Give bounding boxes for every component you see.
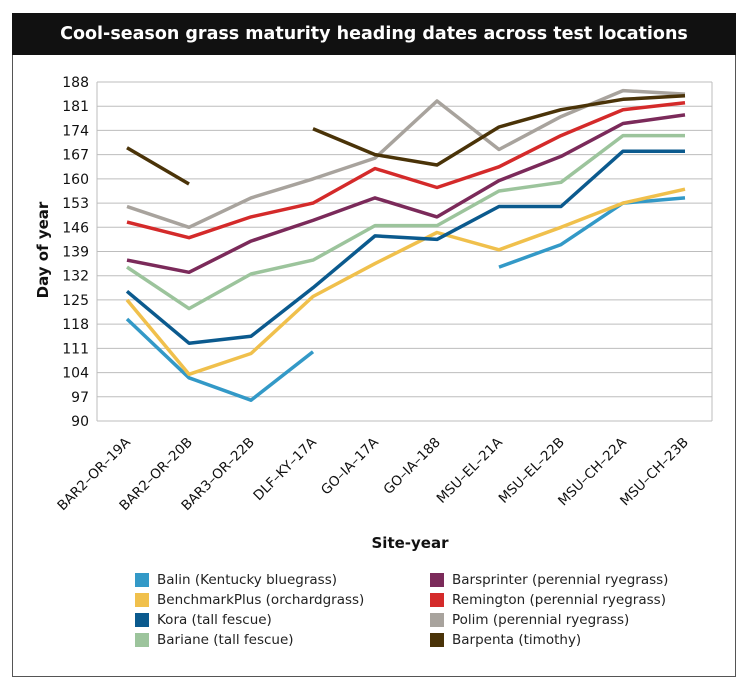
- series-line: [126, 146, 190, 186]
- series-line: [126, 101, 686, 240]
- legend-item: Balin (Kentucky bluegrass): [135, 572, 337, 588]
- legend-label: Barsprinter (perennial ryegrass): [452, 572, 669, 588]
- legend-swatch: [430, 613, 444, 627]
- legend-swatch: [430, 573, 444, 587]
- y-tick-label: 167: [62, 148, 89, 164]
- series-line: [312, 94, 686, 167]
- legend-label: Kora (tall fescue): [157, 612, 272, 628]
- y-tick-label: 111: [62, 341, 89, 357]
- legend-label: Barpenta (timothy): [452, 632, 582, 648]
- legend-swatch: [135, 573, 149, 587]
- x-tick-label: GO–IA–188: [380, 435, 443, 498]
- y-tick-label: 181: [62, 99, 89, 115]
- legend-item: Kora (tall fescue): [135, 612, 272, 628]
- series-line: [125, 187, 686, 377]
- y-tick-label: 153: [62, 196, 89, 212]
- y-tick-label: 139: [62, 245, 89, 261]
- legend-label: Remington (perennial ryegrass): [452, 592, 666, 608]
- y-tick-label: 174: [62, 123, 89, 139]
- y-tick-label: 188: [62, 75, 89, 91]
- y-tick-label: 160: [62, 172, 89, 188]
- legend-item: BenchmarkPlus (orchardgrass): [135, 592, 364, 608]
- x-tick-label: DLF–KY–17A: [250, 434, 320, 504]
- y-axis-label: Day of year: [34, 201, 52, 298]
- y-tick-label: 146: [62, 220, 89, 236]
- series-line: [498, 196, 686, 269]
- series-line: [125, 317, 315, 402]
- x-tick-label: GO–IA–17A: [318, 434, 382, 498]
- legend-label: Balin (Kentucky bluegrass): [157, 572, 337, 588]
- legend-label: Bariane (tall fescue): [157, 632, 294, 648]
- legend-label: Polim (perennial ryegrass): [452, 612, 630, 628]
- series-line: [126, 133, 685, 311]
- y-tick-label: 118: [62, 317, 89, 333]
- legend-swatch: [430, 633, 444, 647]
- legend-item: Remington (perennial ryegrass): [430, 592, 666, 608]
- y-tick-label: 90: [71, 414, 89, 430]
- y-tick-label: 104: [62, 366, 89, 382]
- legend-swatch: [430, 593, 444, 607]
- legend-item: Bariane (tall fescue): [135, 632, 294, 648]
- chart-title: Cool-season grass maturity heading dates…: [12, 13, 736, 55]
- legend-swatch: [135, 613, 149, 627]
- legend-label: BenchmarkPlus (orchardgrass): [157, 592, 365, 608]
- y-tick-label: 125: [62, 293, 89, 309]
- y-tick-label: 132: [62, 269, 89, 285]
- legend-item: Barsprinter (perennial ryegrass): [430, 572, 668, 588]
- chart-frame: [12, 13, 736, 677]
- legend-item: Barpenta (timothy): [430, 632, 581, 648]
- x-axis-label: Site-year: [372, 534, 450, 552]
- legend-swatch: [135, 633, 149, 647]
- legend-swatch: [135, 593, 149, 607]
- y-tick-label: 97: [71, 390, 89, 406]
- legend-item: Polim (perennial ryegrass): [430, 612, 629, 628]
- series-line: [126, 113, 686, 275]
- series-line: [125, 149, 685, 345]
